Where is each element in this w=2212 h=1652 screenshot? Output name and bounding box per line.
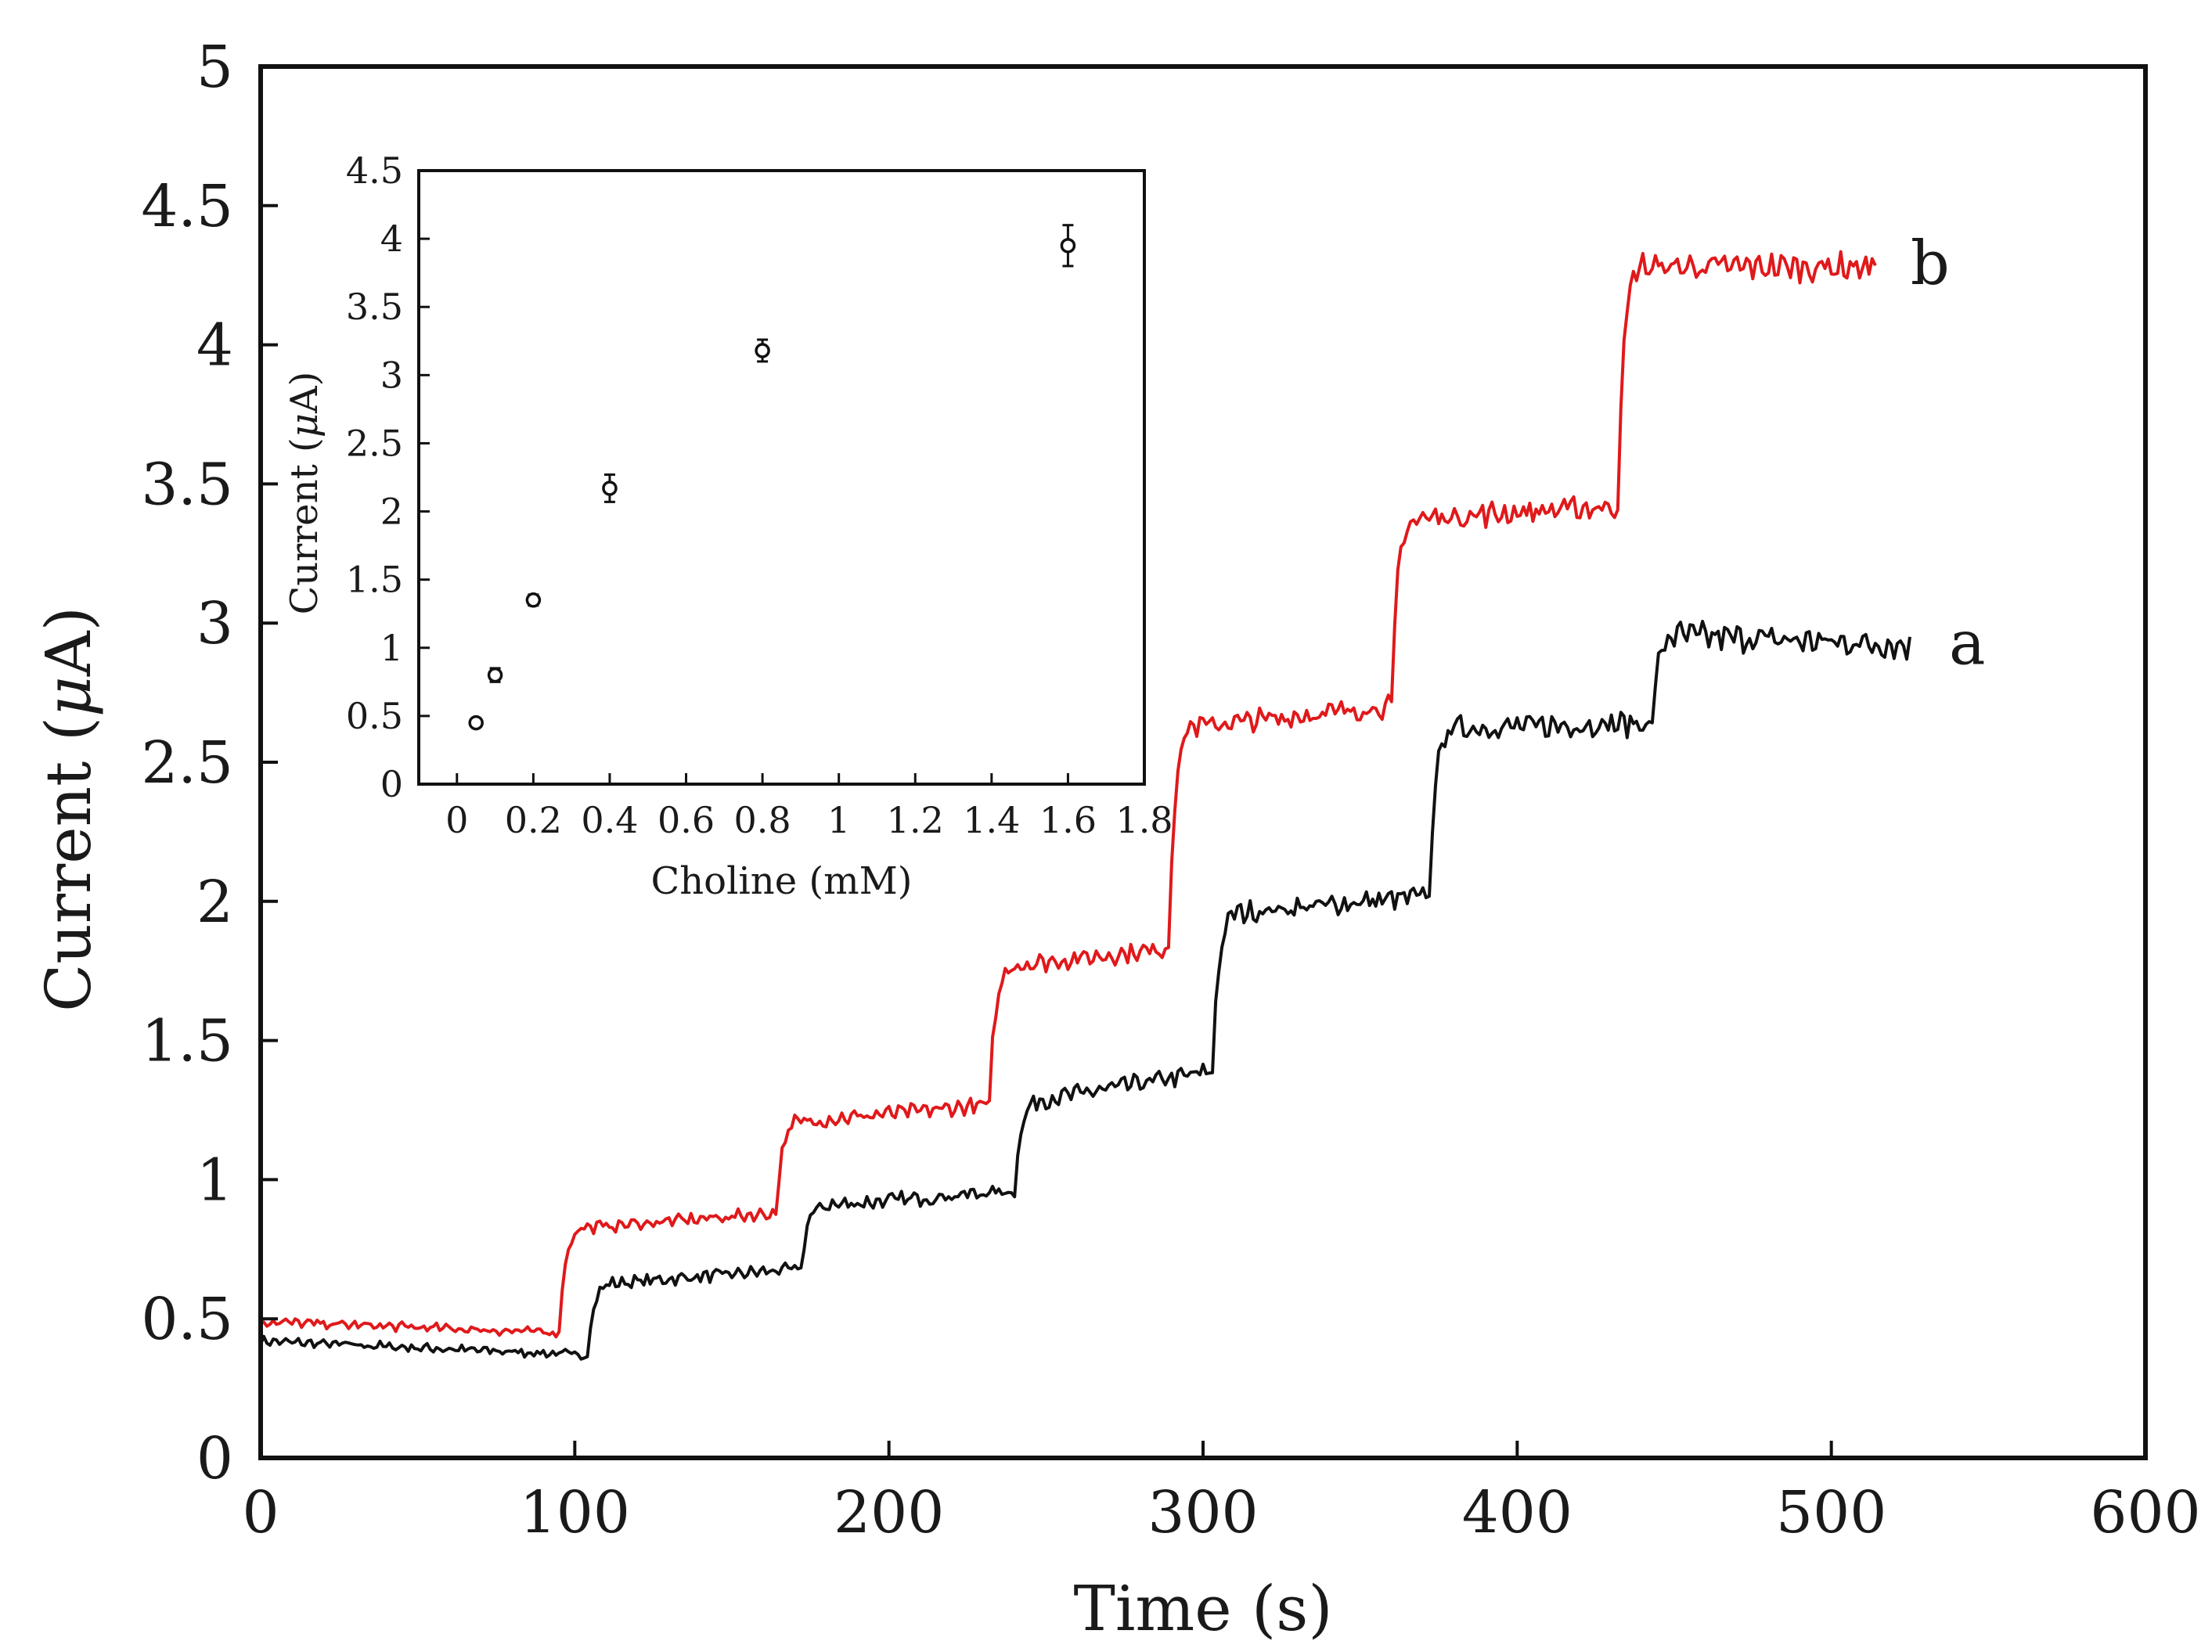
inset-x-tick-label: 0.2	[505, 799, 562, 841]
inset-y-tick-label: 1	[380, 627, 403, 669]
inset-y-tick-label: 4	[380, 218, 403, 260]
inset-x-tick-label: 0	[445, 799, 468, 841]
main-y-tick-label: 4	[196, 312, 233, 380]
inset-axes: 0 0.2 0.4 0.6 0.8 1 1.2 1.4 1.6 1.8 0 0.5 1 1.5 2 2.5 3 3…	[346, 149, 1173, 841]
inset-data-point	[602, 480, 618, 496]
inset-y-tick-label: 3.5	[346, 286, 403, 328]
inset-x-tick-label: 0.8	[734, 799, 791, 841]
main-y-label-suffix: A)	[32, 606, 105, 677]
main-y-tick-label: 0	[196, 1425, 233, 1492]
main-plot: 0 100 200 300 400 500 60000.511.522.533.544.55…	[32, 34, 2201, 1645]
inset-x-axis-label: Choline (mM)	[651, 859, 913, 903]
main-x-tick-label: 0	[242, 1479, 279, 1546]
main-y-tick-label: 5	[196, 34, 233, 101]
inset-y-tick-label: 0.5	[346, 695, 403, 737]
inset-plot: 0 0.2 0.4 0.6 0.8 1 1.2 1.4 1.6 1.8 0 0.5 1 1.5 2 2.5 3 3…	[283, 149, 1173, 903]
inset-data-point	[487, 667, 503, 683]
main-y-tick-label: 3	[196, 590, 233, 657]
inset-data-point	[755, 343, 770, 358]
inset-data-point	[525, 592, 542, 608]
inset-x-tick-label: 0.6	[657, 799, 715, 841]
series-label-b: b	[1911, 229, 1950, 299]
main-x-tick-label: 200	[834, 1479, 944, 1546]
main-y-axis-label: Current (μA)	[32, 606, 105, 1012]
inset-x-tick-label: 0.4	[581, 799, 638, 841]
main-y-label-symbol: μ	[32, 676, 105, 717]
inset-x-tick-label: 1.2	[887, 799, 944, 841]
series-line-b	[260, 250, 1877, 1339]
main-x-tick-label: 500	[1776, 1479, 1886, 1546]
inset-y-tick-label: 2	[380, 491, 403, 533]
main-x-tick-label: 400	[1462, 1479, 1573, 1546]
series-label-a: a	[1949, 609, 1986, 679]
inset-y-label-prefix: Current (	[283, 437, 326, 614]
inset-y-label-suffix: A)	[283, 372, 326, 414]
inset-y-tick-label: 0	[380, 763, 403, 805]
inset-y-tick-label: 2.5	[346, 422, 403, 464]
main-y-tick-label: 4.5	[141, 173, 233, 240]
main-y-tick-label: 1	[196, 1146, 233, 1214]
series-line-a	[259, 620, 1911, 1361]
main-y-tick-label: 2	[196, 869, 233, 936]
main-x-axis-label: Time (s)	[1073, 1572, 1332, 1645]
main-y-tick-label: 0.5	[141, 1286, 233, 1353]
main-y-label-prefix: Current (	[32, 717, 105, 1012]
main-series-group	[259, 250, 1911, 1361]
inset-plot-frame	[417, 169, 1146, 786]
inset-y-label-symbol: μ	[283, 413, 326, 437]
inset-y-tick-label: 1.5	[346, 559, 403, 601]
inset-background	[419, 171, 1144, 784]
inset-y-tick-label: 3	[380, 354, 403, 396]
inset-x-tick-label: 1	[827, 799, 850, 841]
inset-y-tick-label: 4.5	[346, 149, 403, 192]
main-x-tick-label: 300	[1147, 1479, 1258, 1546]
inset-data-point	[468, 714, 484, 731]
inset-y-axis-label: Current (μA)	[283, 372, 326, 615]
inset-x-tick-label: 1.8	[1115, 799, 1173, 841]
inset-x-tick-label: 1.6	[1039, 799, 1097, 841]
inset-data-point	[1060, 238, 1076, 254]
main-y-tick-label: 3.5	[141, 451, 233, 518]
inset-x-tick-label: 1.4	[963, 799, 1020, 841]
main-y-tick-label: 1.5	[141, 1008, 233, 1075]
inset-points-group	[468, 224, 1076, 731]
main-y-tick-label: 2.5	[141, 729, 233, 797]
main-x-tick-label: 600	[2090, 1479, 2200, 1546]
main-x-tick-label: 100	[520, 1479, 630, 1546]
